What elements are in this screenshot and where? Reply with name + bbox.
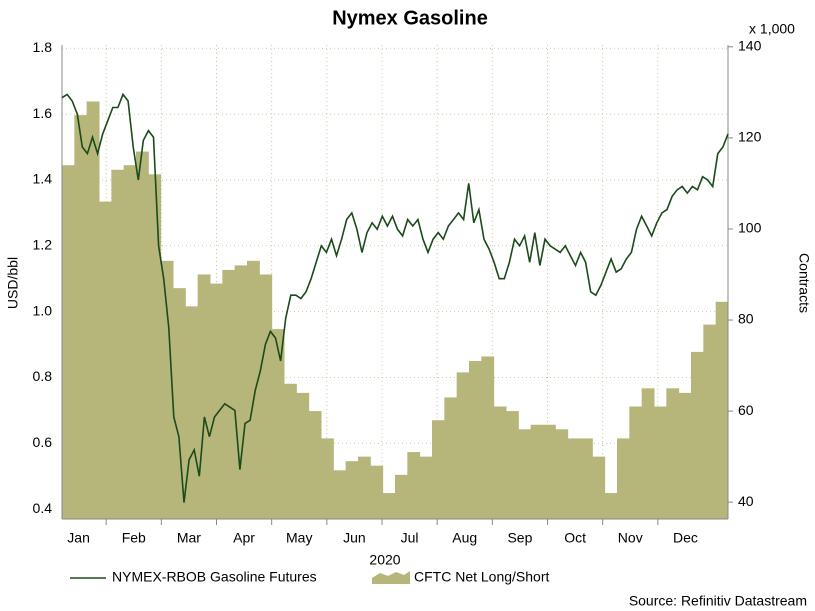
x-tick-label: Sep xyxy=(507,530,532,546)
x-tick-label: Aug xyxy=(452,530,477,546)
area-step xyxy=(604,493,618,519)
y-axis-title: USD/bbl xyxy=(5,257,21,309)
legend-swatch xyxy=(372,571,410,584)
price-line xyxy=(61,92,729,503)
area-step xyxy=(395,474,408,519)
y-tick-label: 1.4 xyxy=(33,171,53,187)
area-step xyxy=(345,461,359,519)
area-step xyxy=(247,260,260,519)
area-step xyxy=(407,452,421,519)
area-step xyxy=(456,372,470,519)
area-step xyxy=(641,388,655,519)
area-step xyxy=(592,456,606,519)
area-step xyxy=(234,265,248,519)
area-step xyxy=(358,456,371,519)
y2-tick-label: 140 xyxy=(738,38,762,54)
area-step xyxy=(555,429,569,519)
area-step xyxy=(222,269,236,519)
y-tick-label: 0.6 xyxy=(33,434,53,450)
area-step xyxy=(259,274,273,519)
source: Source: Refinitiv Datastream xyxy=(629,593,807,609)
legend-label: NYMEX-RBOB Gasoline Futures xyxy=(112,569,317,585)
x-tick-label: Oct xyxy=(564,530,586,546)
x-tick-label: Jul xyxy=(401,530,419,546)
area-step xyxy=(543,424,556,519)
area-step xyxy=(321,438,334,519)
x-tick-label: Jan xyxy=(67,530,90,546)
y2-tick-label: 100 xyxy=(738,220,762,236)
area-step xyxy=(444,397,458,519)
area-step xyxy=(136,151,149,519)
area-step xyxy=(530,424,544,519)
area-step xyxy=(654,406,667,519)
y2-tick-label: 80 xyxy=(738,311,754,327)
x-tick-label: Dec xyxy=(673,530,698,546)
x-tick-label: Feb xyxy=(122,530,146,546)
y-tick-label: 0.4 xyxy=(33,500,53,516)
x-tick-label: Nov xyxy=(618,530,643,546)
y-tick-label: 1.2 xyxy=(33,236,53,252)
x-axis-title: 2020 xyxy=(369,552,400,568)
y-tick-label: 1.0 xyxy=(33,302,53,318)
y2-axis-title: Contracts xyxy=(796,253,812,313)
area-step xyxy=(382,493,396,519)
area-step xyxy=(493,406,507,519)
legend-label: CFTC Net Long/Short xyxy=(414,569,549,585)
area-step xyxy=(123,165,137,519)
x-tick-label: Apr xyxy=(233,530,255,546)
area-step xyxy=(210,283,223,519)
area-step xyxy=(271,329,285,519)
area-step xyxy=(580,438,593,519)
area-step xyxy=(74,115,88,520)
x-tick-label: Mar xyxy=(177,530,201,546)
area-step xyxy=(308,411,322,519)
area-step xyxy=(481,356,495,519)
area-step xyxy=(185,306,199,519)
area-step xyxy=(506,411,519,519)
area-step xyxy=(432,420,445,519)
area-step xyxy=(370,465,384,519)
y2-tick-label: 120 xyxy=(738,129,762,145)
area-step xyxy=(197,274,211,519)
area-step xyxy=(111,169,125,519)
area-step xyxy=(518,429,532,519)
area-step xyxy=(617,438,630,519)
area-step xyxy=(469,361,482,519)
area-step xyxy=(284,383,297,519)
area-step xyxy=(703,324,717,519)
chart-title: Nymex Gasoline xyxy=(332,7,488,29)
y-tick-label: 1.8 xyxy=(33,39,53,55)
area-step xyxy=(62,165,75,519)
area-step xyxy=(666,388,680,519)
area-step xyxy=(86,101,100,520)
area-step xyxy=(296,392,310,519)
x-tick-label: Jun xyxy=(343,530,366,546)
area-step xyxy=(160,260,174,519)
area-step xyxy=(99,201,112,519)
y2-unit: x 1,000 xyxy=(749,21,795,37)
y-tick-label: 1.6 xyxy=(33,105,53,121)
x-tick-label: May xyxy=(286,530,312,546)
area-step xyxy=(419,456,433,519)
area-step xyxy=(715,301,729,519)
area-step xyxy=(333,470,347,519)
y-tick-label: 0.8 xyxy=(33,368,53,384)
area-step xyxy=(691,351,704,519)
area-step xyxy=(148,174,162,519)
area-step xyxy=(173,288,186,519)
area-step xyxy=(678,392,692,519)
area-step xyxy=(567,438,581,519)
y2-tick-label: 40 xyxy=(738,493,754,509)
y2-tick-label: 60 xyxy=(738,402,754,418)
area-step xyxy=(629,406,643,519)
